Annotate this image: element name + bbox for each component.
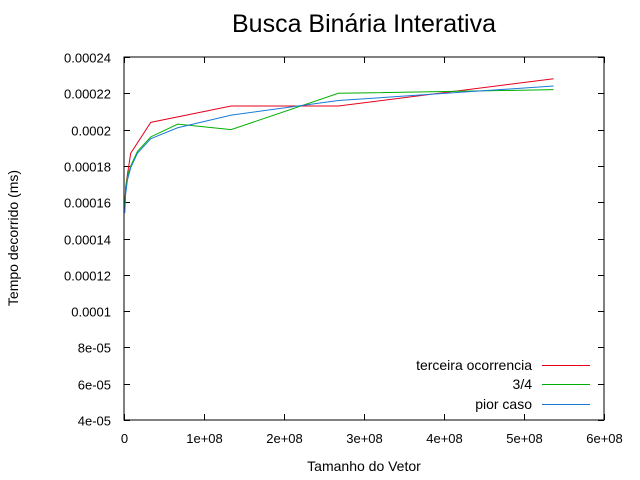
- y-axis-title: Tempo decorrido (ms): [5, 170, 21, 306]
- y-tick-label: 0.0002: [71, 124, 111, 139]
- x-tick-label: 1e+08: [186, 431, 223, 446]
- y-tick-label: 0.0001: [71, 305, 111, 320]
- x-axis-title: Tamanho do Vetor: [307, 458, 421, 474]
- y-tick-label: 0.00012: [64, 269, 111, 284]
- chart-title: Busca Binária Interativa: [232, 10, 496, 38]
- x-tick-label: 3e+08: [346, 431, 383, 446]
- y-tick-label: 0.00018: [64, 160, 111, 175]
- y-tick-label: 6e-05: [78, 378, 111, 393]
- x-tick-label: 6e+08: [586, 431, 623, 446]
- series-lines: [124, 78, 554, 214]
- y-tick-label: 0.00022: [64, 87, 111, 102]
- series-line-2: [124, 85, 554, 214]
- legend-label: pior caso: [475, 396, 532, 412]
- legend-label: 3/4: [513, 376, 533, 392]
- y-tick-label: 0.00014: [64, 233, 111, 248]
- legend: terceira ocorrencia 3/4 pior caso: [416, 357, 590, 412]
- x-tick-label: 5e+08: [506, 431, 543, 446]
- y-tick-label: 0.00016: [64, 196, 111, 211]
- y-tick-label: 4e-05: [78, 414, 111, 429]
- y-axis: 4e-05 6e-05 8e-05 0.0001 0.00012 0.00014 0.000…: [64, 51, 604, 429]
- legend-label: terceira ocorrencia: [416, 357, 532, 373]
- y-tick-label: 0.00024: [64, 51, 111, 66]
- x-axis: 0 1e+08 2e+08 3e+08 4e+08 5e+08 6e+08: [121, 57, 623, 446]
- x-tick-label: 0: [121, 431, 128, 446]
- x-tick-label: 4e+08: [426, 431, 463, 446]
- y-tick-label: 8e-05: [78, 341, 111, 356]
- x-tick-label: 2e+08: [266, 431, 303, 446]
